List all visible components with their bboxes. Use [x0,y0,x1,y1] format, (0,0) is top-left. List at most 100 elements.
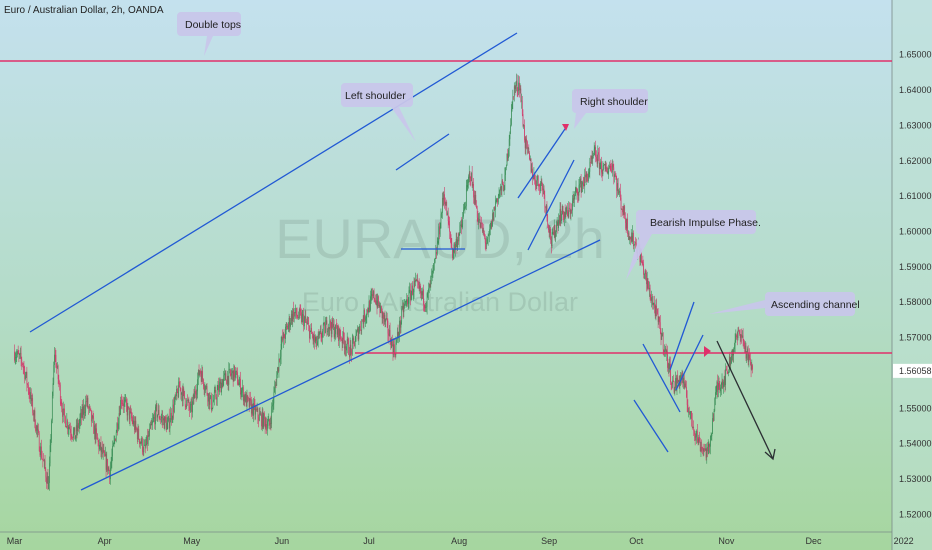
candle-body [605,167,607,169]
candle-body [275,384,277,386]
candle-body [559,209,561,224]
ascending-channel-upper-line[interactable] [669,301,695,371]
candle-body [369,301,371,311]
candle-body [257,408,259,418]
candle-body [413,281,415,293]
candle-body [354,341,356,347]
candle-body [428,283,430,289]
callout-ascending-channel[interactable]: Ascending channel [709,292,860,316]
candle-body [243,395,245,402]
candle-body [498,194,500,196]
candle-body [676,377,678,389]
falling-wedge-lower-line[interactable] [633,399,669,453]
candle-body [583,183,585,187]
candle-body [534,179,536,186]
projection-arrow-shaft[interactable] [716,340,774,460]
upper-trend-line[interactable] [29,32,518,333]
callout-right-shoulder[interactable]: Right shoulder [572,89,648,129]
candle-body [487,238,488,244]
candle-body [249,398,251,407]
candle-body [14,358,16,361]
candle-body [705,448,707,458]
candle-body [174,395,176,403]
candle-body [310,327,312,331]
candle-body [450,231,451,239]
candle-body [436,251,437,255]
candle-body [309,330,311,339]
candle-body [528,148,530,154]
candle-body [263,413,265,428]
candle-body [51,420,52,440]
candle-body [18,353,20,355]
candle-body [148,434,150,436]
candle-body [128,407,130,420]
candle-body [361,320,363,330]
candle-body [404,302,406,304]
right-shoulder-upper-line[interactable] [517,125,568,199]
candle-body [79,418,81,424]
candle-body [154,417,156,425]
price-tick-label: 1.57000 [899,333,932,343]
candle-body [306,321,307,324]
price-tick-label: 1.60000 [899,227,932,237]
right-shoulder-lower-line[interactable] [527,159,575,251]
candle-body [325,324,326,334]
candle-body [454,244,456,251]
ascending-channel-lower-line[interactable] [675,334,704,391]
candle-body [205,386,206,390]
candle-body [41,446,42,458]
candle-body [151,423,153,426]
candle-body [117,423,119,429]
candle-body [460,224,461,226]
candle-body [552,231,554,233]
candle-body [521,100,523,115]
callout-double-tops[interactable]: Double tops [177,12,241,56]
candle-body [452,248,453,259]
candle-body [561,205,563,214]
callout-left-shoulder[interactable]: Left shoulder [341,83,416,142]
candle-body [262,411,264,428]
candle-body [206,386,208,395]
lower-trend-line[interactable] [80,239,601,491]
candle-body [138,428,140,439]
candle-body [707,446,709,452]
candle-body [37,429,39,431]
candle-body [166,423,168,430]
candle-body [620,197,622,210]
price-tick-label: 1.61000 [899,191,932,201]
candle-body [357,328,359,340]
candle-body [521,100,522,102]
candle-body [38,429,39,434]
left-shoulder-upper-line[interactable] [395,133,450,171]
candle-body [691,419,693,428]
price-axis[interactable]: 1.65000 1.64000 1.63000 1.62000 1.61000 1.600… [893,50,932,520]
candle-body [364,309,365,321]
candle-body [184,390,185,399]
candle-body [468,172,470,177]
candle-body [93,417,95,434]
falling-wedge-upper-line[interactable] [642,343,681,413]
candle-body [219,383,220,392]
time-axis[interactable]: Mar Apr May Jun Jul Aug Sep Oct Nov Dec 2022 [7,536,914,546]
candle-body [657,308,658,315]
candle-body [367,312,369,313]
candle-body [451,244,453,249]
candle-body [673,380,674,382]
candle-body [195,393,197,395]
callout-bearish-impulse[interactable]: Bearish Impulse Phase. [626,210,761,280]
candle-body [483,230,485,234]
candle-body [100,442,102,453]
candle-body [635,242,636,244]
candle-body [449,223,450,232]
candle-body [587,177,588,182]
candle-body [187,400,188,401]
candle-body [505,167,506,175]
candle-body [704,448,705,451]
candles [14,73,753,491]
candle-body [425,307,427,309]
candle-body [686,386,687,398]
candle-body [116,423,118,433]
candle-body [471,173,473,186]
candle-body [537,175,539,185]
